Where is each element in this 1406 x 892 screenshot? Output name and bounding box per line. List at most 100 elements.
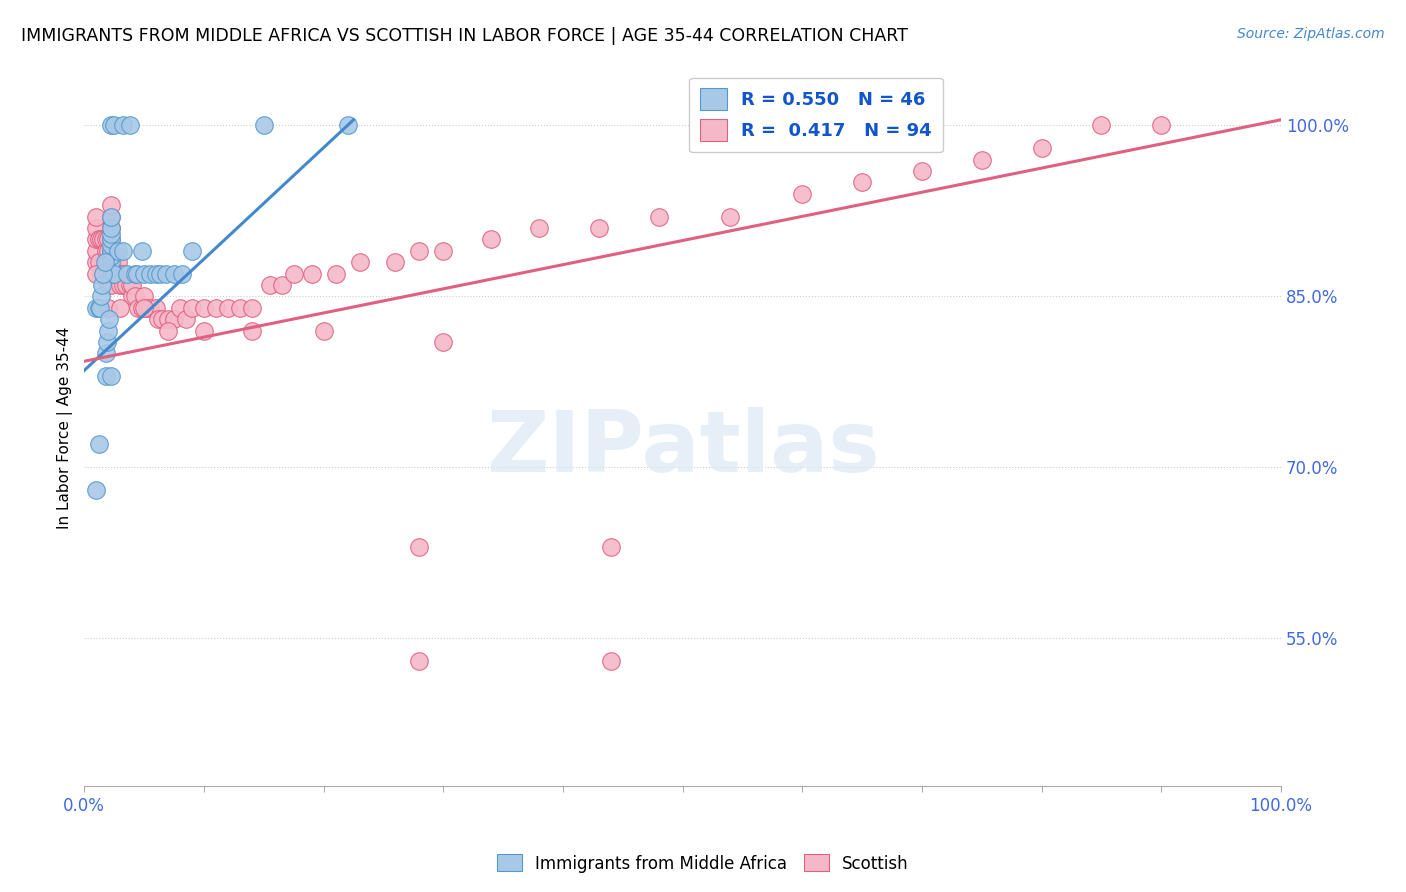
Point — [98, 312, 121, 326]
Point — [432, 334, 454, 349]
Point — [90, 267, 112, 281]
Point — [100, 198, 122, 212]
Point — [91, 277, 114, 292]
Point — [283, 267, 305, 281]
Point — [108, 267, 131, 281]
Point — [93, 267, 115, 281]
Point — [117, 267, 139, 281]
Point — [155, 267, 177, 281]
Point — [647, 210, 669, 224]
Point — [84, 244, 107, 258]
Point — [101, 255, 124, 269]
Point — [131, 244, 153, 258]
Point — [100, 232, 122, 246]
Y-axis label: In Labor Force | Age 35-44: In Labor Force | Age 35-44 — [58, 326, 73, 529]
Point — [90, 289, 112, 303]
Point — [181, 244, 204, 258]
Point — [121, 277, 143, 292]
Legend: Immigrants from Middle Africa, Scottish: Immigrants from Middle Africa, Scottish — [491, 847, 915, 880]
Point — [90, 232, 112, 246]
Point — [108, 301, 131, 315]
Point — [97, 324, 120, 338]
Point — [193, 324, 215, 338]
Point — [408, 654, 430, 668]
Point — [150, 312, 173, 326]
Point — [84, 483, 107, 497]
Point — [217, 301, 239, 315]
Point — [131, 301, 153, 315]
Point — [100, 119, 122, 133]
Point — [301, 267, 323, 281]
Point — [107, 255, 129, 269]
Legend: R = 0.550   N = 46, R =  0.417   N = 94: R = 0.550 N = 46, R = 0.417 N = 94 — [689, 78, 943, 153]
Point — [100, 227, 122, 241]
Text: ZIPatlas: ZIPatlas — [485, 408, 880, 491]
Point — [134, 289, 156, 303]
Point — [1090, 119, 1112, 133]
Point — [100, 244, 122, 258]
Point — [193, 301, 215, 315]
Point — [93, 267, 115, 281]
Point — [97, 267, 120, 281]
Point — [94, 255, 117, 269]
Point — [100, 267, 122, 281]
Point — [93, 255, 115, 269]
Point — [125, 267, 148, 281]
Point — [115, 277, 138, 292]
Point — [111, 244, 134, 258]
Point — [100, 255, 122, 269]
Text: Source: ZipAtlas.com: Source: ZipAtlas.com — [1237, 27, 1385, 41]
Point — [94, 346, 117, 360]
Point — [124, 289, 146, 303]
Point — [240, 301, 263, 315]
Point — [118, 277, 141, 292]
Point — [100, 210, 122, 224]
Point — [94, 244, 117, 258]
Point — [163, 267, 186, 281]
Point — [84, 255, 107, 269]
Point — [97, 277, 120, 292]
Point — [87, 437, 110, 451]
Point — [100, 238, 122, 252]
Point — [149, 267, 172, 281]
Point — [84, 210, 107, 224]
Point — [103, 119, 125, 133]
Point — [94, 267, 117, 281]
Point — [527, 221, 550, 235]
Point — [111, 119, 134, 133]
Point — [121, 289, 143, 303]
Point — [89, 301, 111, 315]
Point — [1031, 141, 1053, 155]
Point — [127, 301, 149, 315]
Point — [163, 312, 186, 326]
Point — [229, 301, 252, 315]
Point — [96, 334, 118, 349]
Point — [181, 301, 204, 315]
Point — [157, 324, 180, 338]
Point — [139, 301, 162, 315]
Point — [792, 186, 814, 201]
Point — [349, 255, 371, 269]
Point — [408, 540, 430, 554]
Point — [101, 267, 124, 281]
Point — [97, 232, 120, 246]
Point — [100, 369, 122, 384]
Point — [94, 232, 117, 246]
Point — [108, 277, 131, 292]
Point — [145, 301, 167, 315]
Point — [100, 267, 122, 281]
Point — [240, 324, 263, 338]
Point — [84, 232, 107, 246]
Point — [100, 277, 122, 292]
Point — [100, 250, 122, 264]
Point — [1150, 119, 1173, 133]
Point — [135, 301, 157, 315]
Point — [336, 119, 359, 133]
Point — [145, 267, 167, 281]
Point — [259, 277, 281, 292]
Point — [205, 301, 228, 315]
Point — [911, 164, 934, 178]
Point — [253, 119, 276, 133]
Point — [970, 153, 993, 167]
Point — [432, 244, 454, 258]
